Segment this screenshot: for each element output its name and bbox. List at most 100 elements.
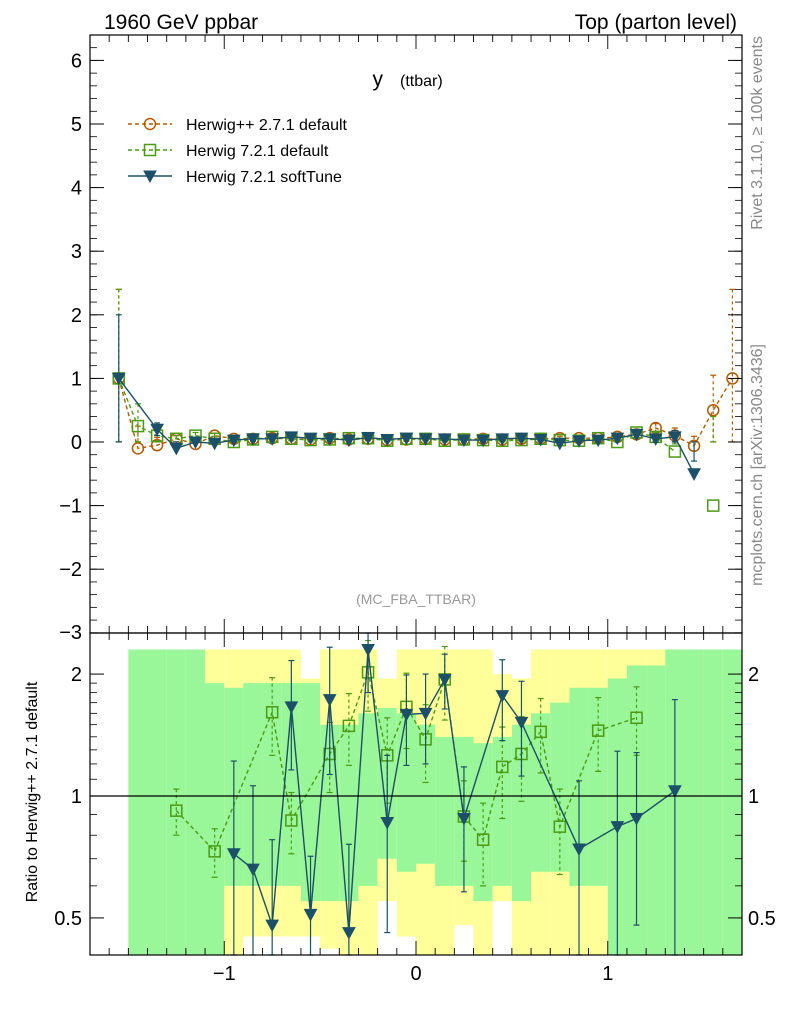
data-point (706, 499, 720, 512)
data-point (226, 848, 241, 861)
data-point (553, 820, 567, 833)
legend-label: Herwig 7.2.1 default (186, 143, 329, 160)
ratio-y-tick-label: 0.5 (54, 908, 82, 930)
series-0 (112, 288, 739, 455)
data-point (457, 812, 471, 826)
band-green (262, 683, 282, 886)
ratio-y-tick-label: 2 (71, 664, 82, 686)
data-point (285, 814, 298, 827)
data-point (706, 403, 720, 417)
band-green (511, 724, 532, 902)
y-tick-label: −2 (59, 559, 82, 581)
rivet-version-label: Rivet 3.1.10, ≥ 100k events (749, 36, 766, 230)
data-point (418, 707, 433, 721)
band-green (128, 649, 148, 955)
band-green (396, 713, 416, 872)
y-tick-label: 6 (71, 50, 82, 72)
data-point (495, 690, 510, 703)
series-2 (111, 314, 701, 481)
legend-marker (143, 170, 157, 184)
ratio-axes: 0.5 0.5 1 1 2 2 −1 0 1 (54, 632, 776, 985)
data-point (418, 433, 433, 446)
data-point (496, 760, 509, 774)
data-point (150, 438, 164, 452)
data-point (303, 908, 318, 922)
series-line (118, 377, 695, 475)
band-green (703, 649, 723, 955)
data-point (322, 694, 337, 707)
data-point (150, 423, 164, 437)
series-1 (226, 632, 682, 956)
data-point (533, 433, 548, 447)
y-tick-label: 4 (71, 178, 82, 200)
band-green (300, 683, 321, 902)
y-tick-label: 5 (71, 114, 82, 136)
series-1 (112, 288, 720, 512)
data-point (303, 432, 318, 446)
data-point (534, 725, 547, 739)
ratio-y-tick-label-right: 2 (748, 664, 759, 686)
y-tick-label: 3 (71, 241, 82, 263)
band-green (320, 724, 340, 902)
data-point (591, 724, 605, 737)
data-point (207, 437, 222, 451)
data-point (668, 785, 682, 798)
data-point (437, 433, 452, 446)
data-point (514, 716, 529, 730)
data-point (399, 708, 414, 722)
band-green (684, 649, 704, 955)
legend-item-1: Herwig 7.2.1 default (128, 143, 329, 160)
data-point (437, 673, 452, 687)
band-green (550, 702, 570, 872)
data-point (552, 437, 567, 451)
legend: Herwig++ 2.7.1 default Herwig 7.2.1 defau… (128, 117, 348, 186)
data-point (111, 372, 126, 386)
band-green (243, 683, 263, 886)
band-green (588, 687, 608, 886)
legend-item-2: Herwig 7.2.1 softTune (128, 169, 342, 186)
ratio-panel: 0.5 0.5 1 1 2 2 −1 0 1 (54, 632, 776, 985)
legend-item-0: Herwig++ 2.7.1 default (128, 117, 348, 134)
data-point (668, 431, 682, 444)
data-point (284, 431, 299, 444)
data-point (265, 919, 280, 933)
ratio-series-layer (170, 632, 682, 956)
header-process: Top (parton level) (575, 11, 737, 34)
data-point (687, 468, 701, 481)
y-tick-label: 1 (71, 368, 82, 390)
x-tick-label: 0 (410, 963, 421, 985)
data-point (610, 821, 625, 834)
data-point (572, 435, 586, 448)
data-point (399, 432, 414, 446)
data-point (342, 927, 356, 940)
ratio-y-tick-label-right: 0.5 (748, 908, 776, 930)
data-point (495, 433, 510, 446)
data-point (380, 817, 395, 830)
data-point (380, 433, 395, 447)
data-point (668, 445, 682, 458)
data-point (342, 434, 356, 448)
ratio-y-tick-label-right: 1 (748, 786, 759, 808)
mcplots-reference-label: mcplots.cern.ch [arXiv:1306.3436] (749, 344, 766, 586)
data-point (342, 719, 356, 733)
data-point (591, 434, 606, 448)
legend-marker (143, 117, 157, 131)
band-green (416, 724, 436, 864)
main-distribution-panel: y (ttbar) (MC_FBA_TTBAR) Herwig++ 2.7.1 … (59, 34, 743, 644)
main-axes: −2 −1 0 1 2 3 4 5 6 −3 (59, 34, 743, 644)
x-tick-label: −1 (213, 963, 236, 985)
data-point (246, 863, 260, 877)
data-point (131, 419, 145, 433)
legend-marker (143, 143, 157, 157)
band-green (147, 649, 167, 955)
ratio-y-tick-label: 1 (71, 786, 82, 808)
data-point (648, 433, 663, 446)
data-point (284, 701, 299, 714)
data-point (476, 434, 490, 448)
data-point (572, 843, 586, 857)
data-point (208, 845, 221, 858)
data-point (265, 433, 280, 446)
data-point (188, 436, 203, 450)
band-green (185, 649, 206, 955)
